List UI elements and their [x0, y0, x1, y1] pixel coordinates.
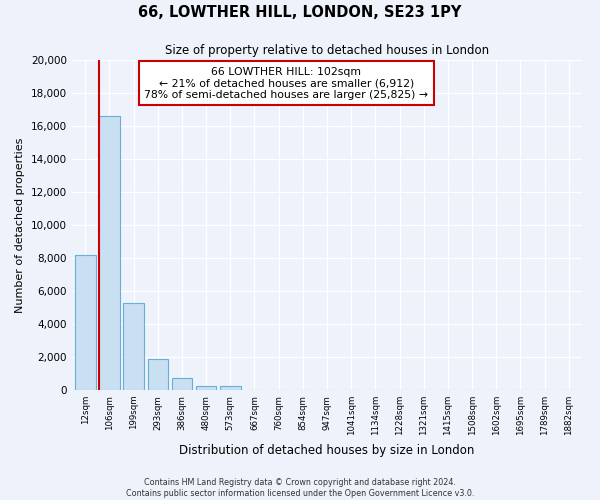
Bar [172, 378, 192, 390]
Bar [75, 254, 95, 390]
X-axis label: Distribution of detached houses by size in London: Distribution of detached houses by size … [179, 444, 475, 456]
Bar [124, 302, 144, 390]
Bar [196, 386, 217, 390]
Text: 66, LOWTHER HILL, LONDON, SE23 1PY: 66, LOWTHER HILL, LONDON, SE23 1PY [139, 5, 461, 20]
Text: Contains HM Land Registry data © Crown copyright and database right 2024.
Contai: Contains HM Land Registry data © Crown c… [126, 478, 474, 498]
Y-axis label: Number of detached properties: Number of detached properties [16, 138, 25, 312]
Bar [99, 116, 120, 390]
Bar [220, 386, 241, 390]
Bar [148, 360, 168, 390]
Text: 66 LOWTHER HILL: 102sqm
← 21% of detached houses are smaller (6,912)
78% of semi: 66 LOWTHER HILL: 102sqm ← 21% of detache… [144, 66, 428, 100]
Title: Size of property relative to detached houses in London: Size of property relative to detached ho… [165, 44, 489, 58]
